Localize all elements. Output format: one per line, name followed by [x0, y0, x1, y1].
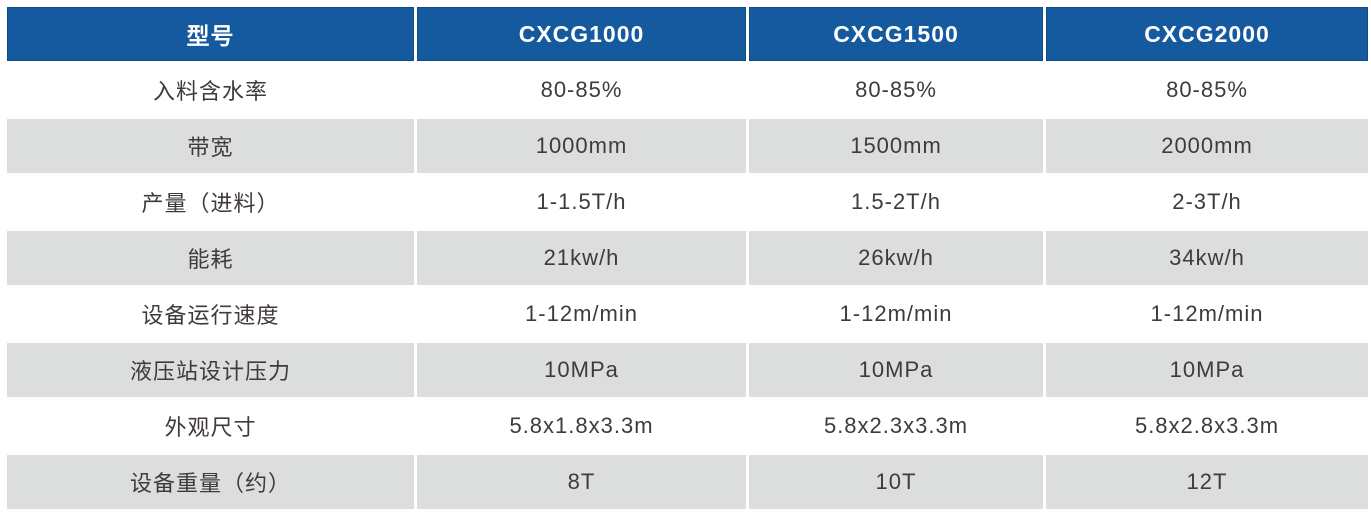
header-cell-cxcg2000: CXCG2000	[1046, 7, 1368, 61]
value-cell: 1-12m/min	[417, 287, 746, 341]
row-label-cell: 外观尺寸	[7, 399, 414, 453]
table-row: 产量（进料） 1-1.5T/h 1.5-2T/h 2-3T/h	[7, 175, 1368, 229]
value-cell: 26kw/h	[749, 231, 1043, 285]
value-cell: 12T	[1046, 455, 1368, 509]
header-cell-cxcg1500: CXCG1500	[749, 7, 1043, 61]
value-cell: 1-12m/min	[1046, 287, 1368, 341]
value-cell: 80-85%	[749, 63, 1043, 117]
value-cell: 80-85%	[417, 63, 746, 117]
row-label-cell: 设备运行速度	[7, 287, 414, 341]
value-cell: 1-1.5T/h	[417, 175, 746, 229]
row-label-cell: 液压站设计压力	[7, 343, 414, 397]
row-label-cell: 带宽	[7, 119, 414, 173]
table-row: 带宽 1000mm 1500mm 2000mm	[7, 119, 1368, 173]
value-cell: 1.5-2T/h	[749, 175, 1043, 229]
value-cell: 10MPa	[417, 343, 746, 397]
table-row: 液压站设计压力 10MPa 10MPa 10MPa	[7, 343, 1368, 397]
value-cell: 1500mm	[749, 119, 1043, 173]
value-cell: 10T	[749, 455, 1043, 509]
table-row: 能耗 21kw/h 26kw/h 34kw/h	[7, 231, 1368, 285]
row-label-cell: 产量（进料）	[7, 175, 414, 229]
value-cell: 2-3T/h	[1046, 175, 1368, 229]
value-cell: 8T	[417, 455, 746, 509]
table-row: 外观尺寸 5.8x1.8x3.3m 5.8x2.3x3.3m 5.8x2.8x3.3m	[7, 399, 1368, 453]
table-row: 入料含水率 80-85% 80-85% 80-85%	[7, 63, 1368, 117]
value-cell: 5.8x2.8x3.3m	[1046, 399, 1368, 453]
header-cell-cxcg1000: CXCG1000	[417, 7, 746, 61]
value-cell: 1000mm	[417, 119, 746, 173]
value-cell: 10MPa	[749, 343, 1043, 397]
row-label-cell: 入料含水率	[7, 63, 414, 117]
value-cell: 1-12m/min	[749, 287, 1043, 341]
header-cell-model: 型号	[7, 7, 414, 61]
row-label-cell: 设备重量（约）	[7, 455, 414, 509]
value-cell: 34kw/h	[1046, 231, 1368, 285]
value-cell: 80-85%	[1046, 63, 1368, 117]
table-row: 设备运行速度 1-12m/min 1-12m/min 1-12m/min	[7, 287, 1368, 341]
row-label-cell: 能耗	[7, 231, 414, 285]
value-cell: 5.8x1.8x3.3m	[417, 399, 746, 453]
value-cell: 2000mm	[1046, 119, 1368, 173]
header-row: 型号 CXCG1000 CXCG1500 CXCG2000	[7, 7, 1368, 61]
spec-table: 型号 CXCG1000 CXCG1500 CXCG2000 入料含水率 80-85% 80…	[4, 5, 1371, 511]
table-row: 设备重量（约） 8T 10T 12T	[7, 455, 1368, 509]
value-cell: 10MPa	[1046, 343, 1368, 397]
value-cell: 21kw/h	[417, 231, 746, 285]
value-cell: 5.8x2.3x3.3m	[749, 399, 1043, 453]
